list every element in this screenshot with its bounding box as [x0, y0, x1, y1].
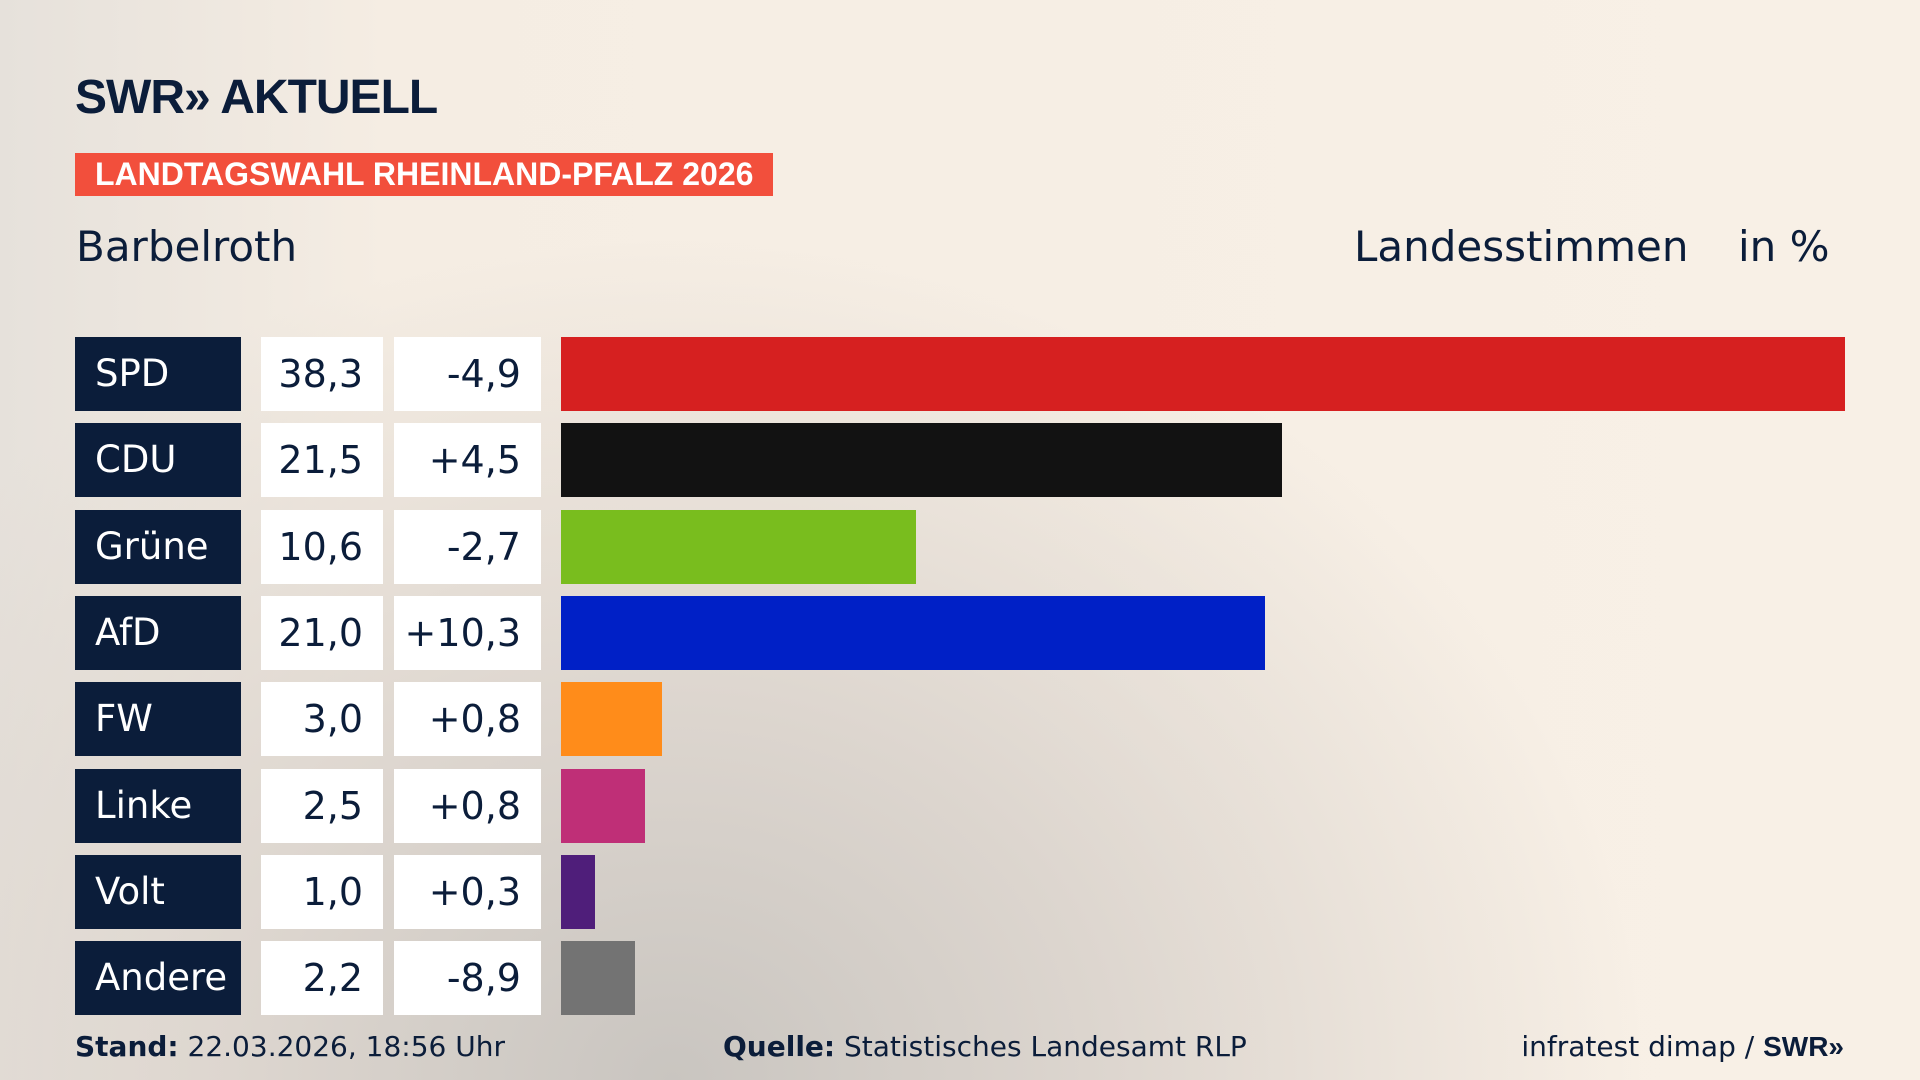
- value-label: 21,5: [261, 423, 383, 498]
- timestamp: Stand: 22.03.2026, 18:56 Uhr: [75, 1030, 505, 1063]
- diff-label: -4,9: [394, 337, 541, 411]
- swr-aktuell-logo: SWR» AKTUELL: [75, 71, 438, 124]
- party-label: Grüne: [75, 509, 241, 584]
- credit-text: infratest dimap /: [1521, 1030, 1764, 1063]
- party-label: Linke: [75, 768, 241, 843]
- bar: [561, 509, 917, 584]
- value-label: 2,2: [261, 941, 383, 1016]
- bar: [561, 337, 1845, 411]
- diff-label: +0,8: [394, 682, 541, 757]
- value-label: 10,6: [261, 509, 383, 584]
- party-label: FW: [75, 682, 241, 757]
- party-label: SPD: [75, 337, 241, 411]
- location-title: Barbelroth: [76, 222, 298, 271]
- diff-label: +10,3: [394, 595, 541, 670]
- election-banner: LANDTAGSWAHL RHEINLAND-PFALZ 2026: [75, 153, 774, 196]
- source-label: Quelle:: [723, 1030, 836, 1063]
- diff-label: -2,7: [394, 509, 541, 584]
- party-label: AfD: [75, 595, 241, 670]
- value-label: 3,0: [261, 682, 383, 757]
- measure-label: Landesstimmen: [1354, 222, 1689, 271]
- stand-label: Stand:: [75, 1030, 179, 1063]
- source: Quelle: Statistisches Landesamt RLP: [723, 1030, 1247, 1063]
- bar: [561, 854, 595, 929]
- value-label: 38,3: [261, 337, 383, 411]
- bar: [561, 423, 1282, 498]
- value-label: 1,0: [261, 854, 383, 929]
- source-value: Statistisches Landesamt RLP: [844, 1030, 1247, 1063]
- bar: [561, 768, 645, 843]
- diff-label: +0,8: [394, 768, 541, 843]
- diff-label: -8,9: [394, 941, 541, 1016]
- diff-label: +0,3: [394, 854, 541, 929]
- diff-label: +4,5: [394, 423, 541, 498]
- bar: [561, 595, 1266, 670]
- bar: [561, 941, 635, 1016]
- party-label: CDU: [75, 423, 241, 498]
- stand-value: 22.03.2026, 18:56 Uhr: [187, 1030, 505, 1063]
- party-label: Volt: [75, 854, 241, 929]
- party-label: Andere: [75, 941, 241, 1016]
- bar: [561, 682, 662, 757]
- unit-label: in %: [1738, 222, 1830, 271]
- value-label: 2,5: [261, 768, 383, 843]
- credit: infratest dimap / SWR»: [1521, 1030, 1844, 1063]
- value-label: 21,0: [261, 595, 383, 670]
- swr-logo: SWR»: [1763, 1031, 1844, 1062]
